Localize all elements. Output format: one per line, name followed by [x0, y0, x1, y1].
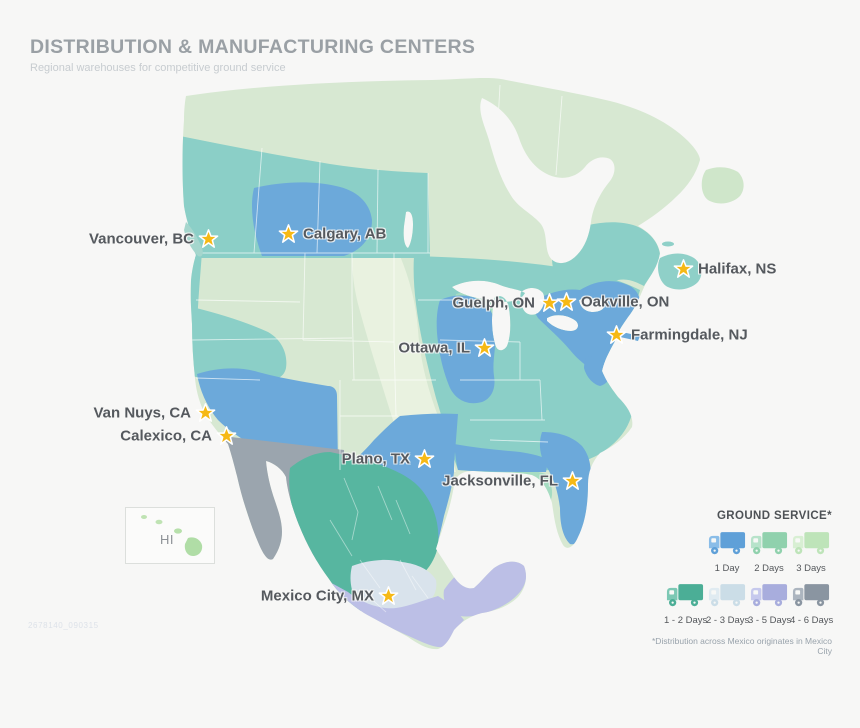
zone-maritimes: [552, 222, 660, 290]
legend-item: 3 Days: [790, 531, 832, 574]
truck-icon: [708, 532, 746, 555]
vancouver-island: [184, 222, 203, 257]
legend-item-label: 2 - 3 Days: [706, 615, 750, 626]
truck-icon: [666, 584, 704, 607]
hawaii-inset-label: HI: [160, 532, 174, 547]
zone-mx-south: [326, 580, 464, 648]
legend-item: 2 Days: [748, 531, 790, 574]
legend-item-label: 1 Day: [714, 563, 740, 574]
hawaii-islands: [141, 515, 203, 556]
zone-nevada: [194, 308, 287, 381]
page-subtitle: Regional warehouses for competitive grou…: [30, 62, 286, 74]
legend-footnote: *Distribution across Mexico originates i…: [652, 636, 832, 656]
truck-icon: [750, 584, 788, 607]
truck-icon: [708, 584, 746, 607]
truck-icon: [792, 584, 830, 607]
truck-icon: [792, 532, 830, 555]
prince-edward-island: [662, 241, 674, 247]
legend-item: 4 - 6 Days: [790, 583, 834, 626]
legend-title: GROUND SERVICE*: [716, 510, 832, 522]
legend-item: 2 - 3 Days: [706, 583, 750, 626]
header: DISTRIBUTION & MANUFACTURING CENTERS Reg…: [30, 36, 475, 74]
newfoundland-island: [701, 167, 744, 204]
legend-row: 1 - 2 Days 2 - 3 Days 3 - 5 Days 4 - 6 Days: [652, 583, 834, 626]
legend-item-label: 3 - 5 Days: [748, 615, 792, 626]
page-title: DISTRIBUTION & MANUFACTURING CENTERS: [30, 36, 476, 58]
ground-service-legend: GROUND SERVICE* 1 Day 2 Days 3 Days 1 - 2 D…: [652, 510, 834, 656]
zone-southwest: [197, 368, 338, 470]
zone-gulf-coast: [454, 444, 548, 472]
legend-item-label: 2 Days: [754, 563, 784, 574]
legend-item: 1 Day: [706, 531, 748, 574]
legend-rows: 1 Day 2 Days 3 Days 1 - 2 Days 2 - 3 Days 3 -…: [652, 531, 834, 626]
document-id: 2678140_090315: [28, 621, 99, 630]
nova-scotia: [658, 253, 702, 290]
hawaii-inset: HI: [125, 507, 215, 564]
legend-item-label: 1 - 2 Days: [664, 615, 708, 626]
legend-item-label: 4 - 6 Days: [790, 615, 834, 626]
truck-icon: [750, 532, 788, 555]
legend-item: 3 - 5 Days: [748, 583, 792, 626]
legend-item-label: 3 Days: [796, 563, 826, 574]
long-island: [620, 332, 640, 341]
legend-row: 1 Day 2 Days 3 Days: [652, 531, 832, 574]
zone-calgary: [252, 182, 372, 256]
zone-midwest: [436, 295, 496, 404]
zone-mint-florida: [506, 470, 553, 503]
legend-item: 1 - 2 Days: [664, 583, 708, 626]
zone-mx-yucatan: [443, 555, 527, 617]
